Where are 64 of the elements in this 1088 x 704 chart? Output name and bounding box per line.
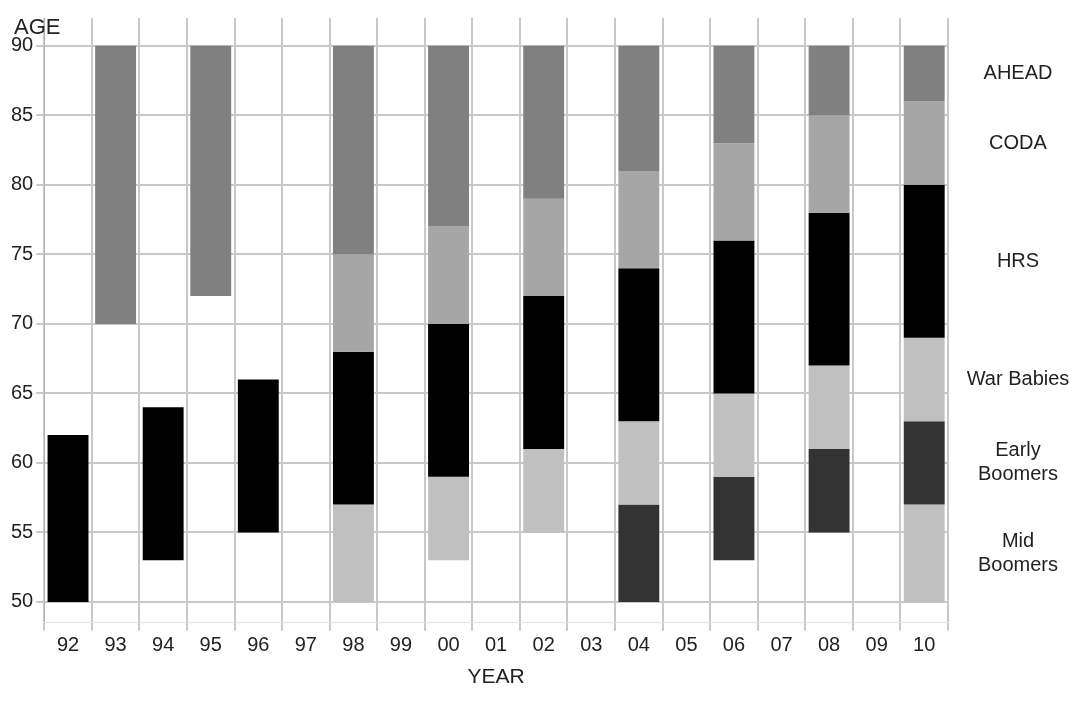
- y-tick-label: 65: [11, 380, 34, 403]
- bar: [808, 449, 850, 533]
- bar: [903, 421, 945, 505]
- x-tick-label: 99: [389, 633, 413, 656]
- x-tick-label: 98: [342, 633, 365, 656]
- bar: [428, 226, 470, 324]
- text: CODA: [989, 130, 1048, 153]
- bar: [903, 101, 945, 185]
- series-label: AHEAD: [983, 61, 1053, 84]
- bar: [95, 45, 137, 324]
- x-axis-title: YEAR: [467, 664, 525, 688]
- x-tick-label: 93: [104, 633, 127, 656]
- bar: [713, 45, 755, 144]
- bar: [618, 45, 660, 171]
- bar: [47, 435, 89, 602]
- x-tick-label: 05: [675, 633, 698, 656]
- series-label: War Babies: [966, 367, 1070, 390]
- y-tick-label: 55: [11, 519, 34, 542]
- series-label: Mid Boomers: [977, 528, 1059, 575]
- x-tick-label: 09: [865, 633, 888, 656]
- x-tick-label: 97: [294, 633, 317, 656]
- y-tick-label: 85: [11, 102, 34, 125]
- bar: [523, 198, 565, 297]
- x-tick-label: 02: [532, 633, 555, 656]
- bar: [618, 268, 660, 422]
- text: HRS: [996, 248, 1040, 271]
- x-tick-label: 06: [722, 633, 746, 656]
- x-tick-label: 95: [199, 633, 222, 656]
- bar: [618, 504, 660, 602]
- x-tick-label: 03: [580, 633, 603, 656]
- y-tick-label: 70: [11, 311, 34, 334]
- x-tick-label: 01: [485, 633, 508, 656]
- bar: [903, 45, 945, 102]
- y-tick-label: 75: [11, 241, 34, 264]
- bar: [523, 45, 565, 199]
- bar: [713, 240, 755, 394]
- bar: [332, 351, 374, 505]
- bar: [618, 170, 660, 269]
- x-tick-label: 00: [437, 633, 460, 656]
- series-label: Early Boomers: [977, 438, 1059, 485]
- x-tick-label: 10: [913, 633, 936, 656]
- bar: [332, 254, 374, 352]
- x-tick-label: 04: [627, 633, 650, 656]
- bar: [713, 143, 755, 241]
- x-tick-label: 94: [152, 633, 175, 656]
- bar: [713, 476, 755, 561]
- x-tick-label: 92: [56, 633, 80, 656]
- bar: [523, 296, 565, 450]
- bar: [142, 407, 184, 561]
- bar: [808, 45, 850, 116]
- y-tick-label: 50: [11, 589, 34, 612]
- x-tick-label: 08: [817, 633, 841, 656]
- bar: [332, 45, 374, 255]
- bar: [903, 184, 945, 338]
- bar: [237, 379, 279, 533]
- bar: [428, 323, 470, 477]
- bar: [808, 212, 850, 366]
- x-tick-label: 07: [770, 633, 793, 656]
- bar: [428, 45, 470, 227]
- y-tick-label: 80: [11, 172, 34, 195]
- bar: [190, 45, 232, 297]
- bar: [808, 115, 850, 213]
- x-tick-label: 96: [247, 633, 270, 656]
- y-tick-label: 60: [11, 450, 34, 473]
